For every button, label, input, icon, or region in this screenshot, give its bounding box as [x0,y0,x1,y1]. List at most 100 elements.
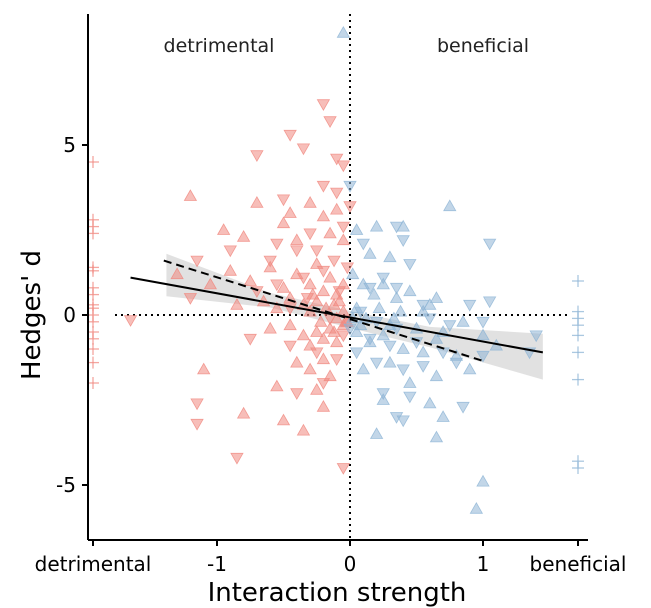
data-point-triangle-up [323,270,337,283]
data-point-triangle-down [356,238,370,251]
data-point-triangle-down [383,340,397,353]
fit-lines [130,259,544,362]
reference-lines [115,14,570,540]
data-point-triangle-down [340,262,355,275]
data-point-triangle-up [363,246,377,259]
data-point-triangle-up [429,331,444,344]
data-point-triangle-up [316,352,331,365]
fit-line-dashed [163,259,484,362]
data-point-triangle-up [303,362,317,375]
data-point-triangle-down [449,357,464,370]
data-point-triangle-down [183,293,198,305]
data-point-triangle-up [270,379,284,392]
data-point-triangle-down [476,316,490,329]
data-point-triangle-down [336,330,351,343]
data-point-triangle-up [243,274,257,286]
data-point-triangle-down [283,340,297,353]
data-point-triangle-up [345,267,360,280]
data-point-triangle-down [323,116,337,129]
data-point-triangle-up [203,277,218,290]
data-point-triangle-down [310,347,324,360]
data-point-triangle-down [389,221,404,234]
data-point-triangle-up [356,362,370,375]
data-point-triangle-down [316,265,331,278]
data-point-triangle-up [327,325,341,337]
data-point-triangle-down [423,313,437,326]
data-point-triangle-up [276,413,291,426]
data-point-triangle-up [223,263,237,276]
data-point-triangle-up [367,287,381,300]
y-axis-title: Hedges' d [17,250,47,380]
data-point-triangle-up [310,325,324,337]
data-point-triangle-up [250,195,264,208]
margin-plus-marker [572,462,584,474]
data-point-triangle-down [223,245,237,258]
data-point-triangle-down [250,150,264,163]
y-tick-label: 0 [63,303,76,327]
data-point-triangle-down [296,272,311,285]
data-point-triangle-down [376,272,390,285]
data-point-triangle-down [263,255,277,268]
data-point-triangle-down [330,153,344,166]
data-point-triangle-down [343,201,357,214]
data-point-triangle-up [303,277,317,290]
data-point-triangle-down [396,364,410,377]
data-point-triangle-down [436,347,450,360]
data-point-triangle-up [276,216,291,229]
data-point-triangle-down [336,160,351,173]
data-point-triangle-down [296,143,311,156]
data-point-triangle-up [236,229,251,242]
data-point-triangle-down [476,350,490,363]
data-point-triangle-down [369,357,384,370]
data-point-triangle-down [290,388,304,401]
data-point-triangle-down [316,378,331,390]
data-point-triangle-up [290,355,304,368]
data-point-triangle-up [332,294,347,307]
data-point-triangle-up [296,328,311,341]
data-point-triangle-up [323,369,337,382]
data-point-triangle-up [349,223,364,235]
data-point-triangle-up [369,219,384,232]
data-point-triangle-up [416,345,430,358]
data-point-triangle-up [316,331,331,344]
data-point-triangle-up [303,195,317,208]
data-point-triangle-up [383,355,397,368]
margin-plus-marker [572,346,584,359]
margin-plus-marker [572,275,584,287]
data-point-triangle-up [463,362,477,375]
data-point-triangle-down [316,180,331,193]
y-tick-label: 5 [63,133,76,157]
data-point-triangle-down [270,238,284,251]
data-point-triangle-up [403,284,417,297]
data-point-triangle-down [443,320,457,333]
data-point-triangle-down [389,282,404,295]
data-point-triangle-down [330,187,344,200]
data-point-triangle-down [343,323,357,336]
data-point-triangle-up [314,314,328,327]
data-point-triangle-down [416,361,430,373]
data-point-triangle-up [296,423,311,436]
region-label-beneficial: beneficial [437,35,529,57]
data-point-triangle-down [123,315,138,327]
data-point-triangle-up [170,267,184,280]
data-point-triangle-down [276,194,291,207]
data-point-triangle-down [332,286,347,299]
data-point-triangle-up [396,342,410,354]
data-point-triangle-down [336,463,351,475]
data-point-triangle-down [403,391,417,404]
data-point-triangle-down [416,299,430,312]
data-point-triangle-up [283,318,297,331]
data-point-triangle-up [236,406,251,419]
data-point-triangle-up [283,206,297,218]
data-point-triangle-down [270,279,284,292]
data-point-triangle-down [310,245,324,258]
data-point-triangle-down [290,245,304,258]
margin-plus-marker [572,373,584,386]
x-tick-label: 1 [477,552,490,576]
data-point-triangle-up [423,396,437,409]
data-point-triangle-down [190,398,204,411]
x-tick-label: 0 [344,552,357,576]
data-point-triangle-up [197,362,211,375]
data-point-triangle-up [276,280,291,293]
